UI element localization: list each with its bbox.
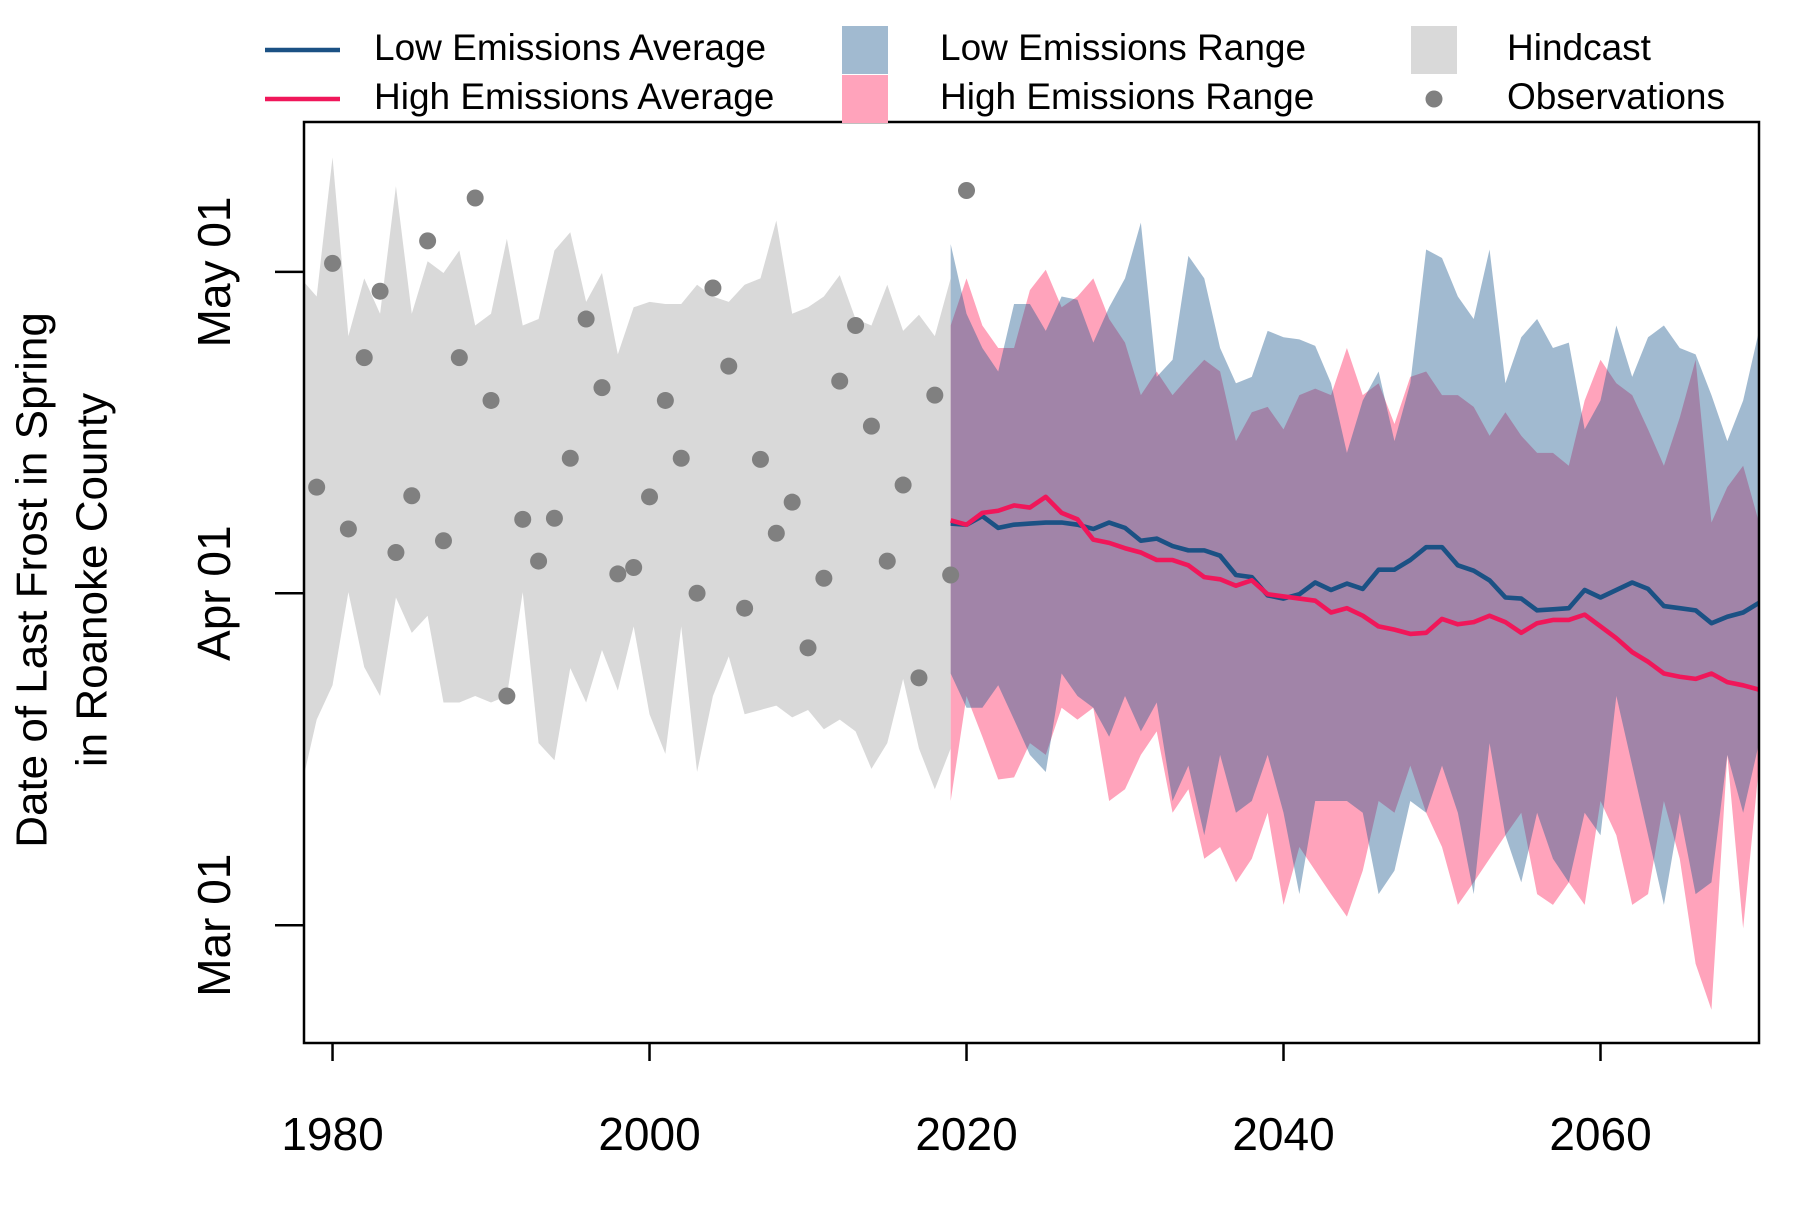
average-line	[950, 494, 1759, 692]
range-band	[304, 157, 951, 790]
y-tick-label: Mar 01	[188, 854, 240, 997]
observation-point	[545, 509, 563, 527]
x-tick-label: 2060	[1549, 1108, 1651, 1160]
x-tick-label: 2040	[1232, 1108, 1334, 1160]
x-tick-label: 2000	[598, 1108, 700, 1160]
observation-point	[625, 559, 643, 577]
legend-label: Low Emissions Average	[374, 27, 766, 68]
observation-point	[704, 279, 722, 297]
legend-label: High Emissions Average	[374, 76, 774, 117]
observation-point	[688, 584, 706, 602]
observation-point	[339, 520, 357, 538]
y-axis-label: in Roanoke County	[68, 393, 117, 767]
observation-point	[942, 566, 960, 584]
observation-point	[482, 391, 500, 409]
observation-point	[371, 282, 389, 300]
plot-area	[304, 157, 1759, 1010]
x-tick-label: 2020	[915, 1108, 1017, 1160]
y-axis-label: Date of Last Frost in Spring	[8, 312, 57, 848]
observation-point	[324, 254, 342, 272]
range-band	[950, 222, 1759, 905]
observation-point	[530, 552, 548, 570]
observation-point	[894, 476, 912, 494]
legend-label: Low Emissions Range	[940, 27, 1306, 68]
observation-point	[387, 544, 405, 562]
observation-point	[641, 488, 659, 506]
legend-swatch	[842, 26, 888, 74]
observation-point	[403, 487, 421, 505]
plot-frame	[302, 120, 1761, 1045]
observation-point	[466, 189, 484, 207]
legend-label: High Emissions Range	[940, 76, 1314, 117]
x-tick-label: 1980	[281, 1108, 383, 1160]
observation-point	[308, 478, 326, 496]
observation-point	[419, 232, 437, 250]
observation-point	[862, 417, 880, 435]
observation-point	[593, 379, 611, 397]
observation-point	[561, 449, 579, 467]
observation-point	[926, 386, 944, 404]
observation-point	[799, 639, 817, 657]
observation-point	[656, 391, 674, 409]
y-tick-label: Apr 01	[188, 525, 240, 661]
observation-point	[355, 349, 373, 367]
observation-point	[514, 510, 532, 528]
observation-point	[783, 493, 801, 511]
observation-point	[958, 182, 976, 200]
observation-point	[672, 449, 690, 467]
observation-point	[434, 532, 452, 550]
observation-point	[609, 565, 627, 583]
observation-point	[577, 310, 595, 328]
observation-point	[878, 552, 896, 570]
observation-point	[847, 316, 865, 334]
observation-point	[831, 372, 849, 390]
observation-point	[767, 524, 785, 542]
observation-point	[498, 687, 516, 705]
observation-point	[736, 599, 754, 617]
observation-point	[910, 669, 928, 687]
legend-swatch	[842, 75, 888, 123]
legend-label: Observations	[1507, 76, 1725, 117]
y-tick-label: May 01	[188, 197, 240, 348]
observation-point	[751, 450, 769, 468]
observation-point	[450, 349, 468, 367]
range-band	[950, 269, 1759, 1010]
observation-point	[815, 569, 833, 587]
observation-point	[720, 357, 738, 375]
legend-label: Hindcast	[1507, 27, 1652, 68]
legend-swatch	[1425, 90, 1443, 108]
legend-swatch	[1411, 26, 1457, 74]
